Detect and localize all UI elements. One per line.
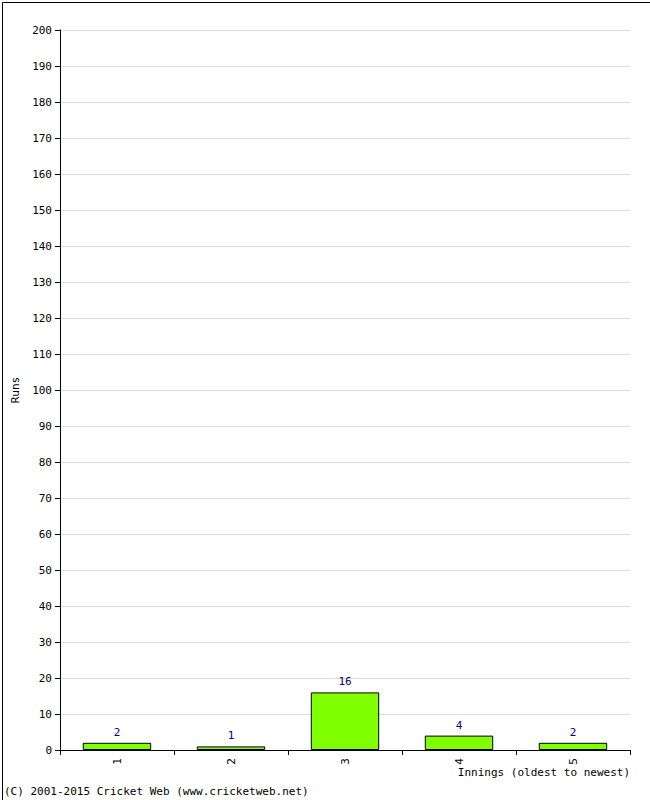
svg-text:4: 4 bbox=[456, 719, 463, 732]
svg-text:70: 70 bbox=[39, 492, 52, 505]
svg-text:60: 60 bbox=[39, 528, 52, 541]
svg-text:2: 2 bbox=[114, 726, 121, 739]
svg-text:170: 170 bbox=[32, 132, 52, 145]
svg-text:80: 80 bbox=[39, 456, 52, 469]
svg-text:(C) 2001-2015 Cricket Web (www: (C) 2001-2015 Cricket Web (www.cricketwe… bbox=[4, 785, 309, 798]
svg-text:5: 5 bbox=[567, 758, 580, 765]
svg-text:120: 120 bbox=[32, 312, 52, 325]
svg-text:2: 2 bbox=[225, 758, 238, 765]
svg-text:2: 2 bbox=[570, 726, 577, 739]
svg-text:50: 50 bbox=[39, 564, 52, 577]
svg-text:3: 3 bbox=[339, 758, 352, 765]
svg-text:1: 1 bbox=[228, 729, 235, 742]
svg-text:110: 110 bbox=[32, 348, 52, 361]
svg-text:90: 90 bbox=[39, 420, 52, 433]
svg-text:40: 40 bbox=[39, 600, 52, 613]
svg-text:0: 0 bbox=[45, 744, 52, 757]
svg-text:4: 4 bbox=[453, 758, 466, 765]
svg-text:130: 130 bbox=[32, 276, 52, 289]
svg-text:20: 20 bbox=[39, 672, 52, 685]
svg-text:Innings (oldest to newest): Innings (oldest to newest) bbox=[458, 766, 630, 779]
svg-text:140: 140 bbox=[32, 240, 52, 253]
svg-text:100: 100 bbox=[32, 384, 52, 397]
svg-text:10: 10 bbox=[39, 708, 52, 721]
svg-text:190: 190 bbox=[32, 60, 52, 73]
svg-text:200: 200 bbox=[32, 24, 52, 37]
svg-text:160: 160 bbox=[32, 168, 52, 181]
svg-text:30: 30 bbox=[39, 636, 52, 649]
svg-text:1: 1 bbox=[111, 758, 124, 765]
svg-text:Runs: Runs bbox=[9, 377, 22, 404]
svg-text:180: 180 bbox=[32, 96, 52, 109]
svg-text:16: 16 bbox=[338, 675, 351, 688]
svg-text:150: 150 bbox=[32, 204, 52, 217]
